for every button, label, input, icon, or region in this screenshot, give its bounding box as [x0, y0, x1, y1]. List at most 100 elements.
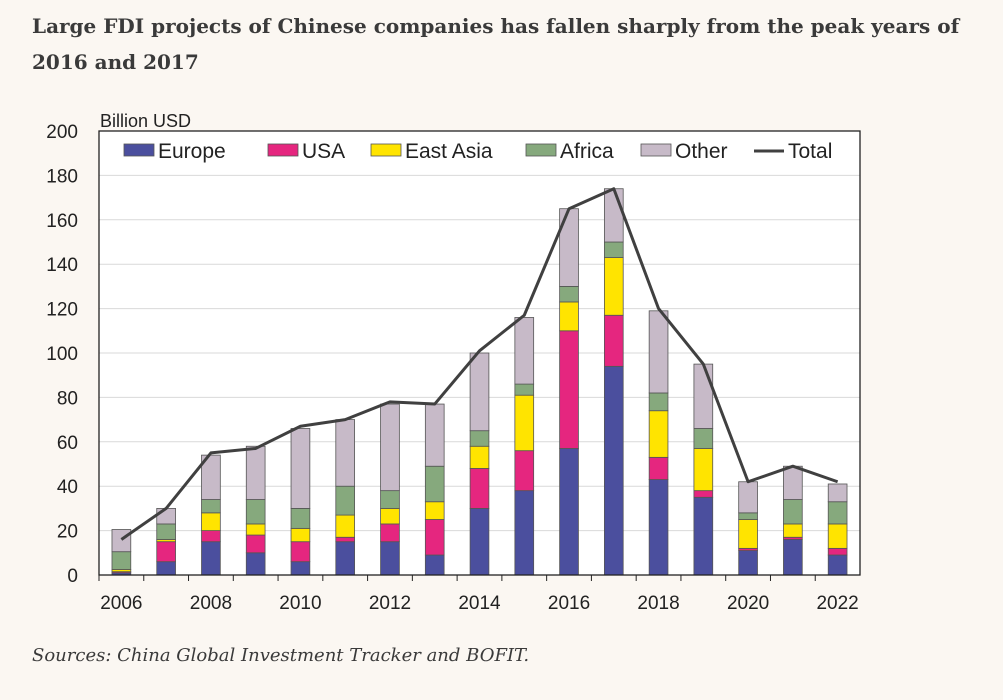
bar-segment-africa — [469, 430, 490, 447]
bar-segment-east-asia — [245, 523, 266, 536]
bar-segment-africa — [424, 465, 445, 503]
bar-segment-europe — [648, 479, 669, 576]
chart-title: Large FDI projects of Chinese companies … — [32, 14, 960, 74]
y-tick-label: 80 — [57, 388, 78, 409]
bar-segment-other — [827, 483, 848, 503]
bar-segment-europe — [380, 541, 400, 576]
bar-segment-usa — [603, 314, 624, 367]
bar-segment-africa — [245, 499, 266, 525]
bar-segment-usa — [290, 541, 311, 563]
bar-segment-europe — [559, 448, 579, 576]
y-tick-label: 200 — [46, 122, 78, 143]
total-line — [120, 187, 839, 541]
bar-segment-africa — [201, 499, 221, 514]
bar-segment-usa — [693, 490, 714, 498]
bar-segment-other — [111, 529, 132, 553]
bar-segment-usa — [335, 536, 356, 543]
axes: 0 20 40 60 80 100 120 140 160 180 200 2006 2008 2010 2… — [46, 111, 861, 614]
x-tick-label: 2006 — [100, 593, 142, 614]
y-tick-label: 60 — [57, 433, 78, 454]
bar-segment-africa — [559, 285, 579, 303]
bar-segment-usa — [469, 468, 490, 509]
bar-segment-europe — [469, 507, 490, 576]
legend-label: Africa — [560, 140, 614, 163]
bar-segment-africa — [156, 523, 176, 540]
bar-segment-other — [290, 428, 311, 509]
y-tick-label: 160 — [46, 211, 78, 232]
x-tick-label: 2010 — [279, 593, 321, 614]
bar-segment-africa — [380, 490, 400, 509]
legend-label: Total — [788, 140, 832, 163]
bar-segment-east-asia — [738, 519, 758, 549]
x-tick-label: 2016 — [548, 593, 590, 614]
source-note: Sources: China Global Investment Tracker… — [32, 645, 530, 666]
bar-segment-africa — [738, 512, 758, 520]
plot-frame — [98, 130, 861, 576]
bar-segment-europe — [201, 541, 221, 576]
bar-segment-africa — [111, 551, 132, 570]
bar-segment-usa — [380, 523, 400, 543]
bar-segment-africa — [783, 499, 803, 525]
bar-segment-europe — [424, 554, 445, 576]
bar-segment-other — [469, 352, 490, 432]
bar-segment-other — [424, 403, 445, 467]
x-tick-label: 2014 — [458, 593, 501, 614]
x-tick-label: 2020 — [727, 593, 769, 614]
bar-segment-usa — [514, 450, 535, 492]
bar-segment-europe — [783, 539, 803, 576]
bar-segment-europe — [603, 365, 624, 576]
bar-segment-europe — [335, 541, 356, 576]
bar-segment-east-asia — [783, 523, 803, 538]
bar-segment-east-asia — [603, 257, 624, 316]
bar-segment-europe — [290, 561, 311, 576]
bar-segment-usa — [201, 530, 221, 543]
bar-segment-east-asia — [559, 301, 579, 332]
bar-segment-east-asia — [424, 501, 445, 520]
bar-segment-east-asia — [290, 527, 311, 543]
bar-segment-other — [693, 363, 714, 429]
bar-segment-other — [156, 507, 176, 525]
bar-segment-africa — [648, 392, 669, 412]
y-tick-label: 0 — [67, 566, 78, 587]
legend-swatch — [640, 143, 672, 157]
bar-segment-other — [559, 208, 579, 287]
bar-segment-africa — [693, 428, 714, 449]
x-tick-label: 2008 — [190, 593, 232, 614]
bar-segment-usa — [156, 541, 176, 563]
y-tick-label: 120 — [46, 300, 78, 321]
unit-label: Billion USD — [100, 111, 191, 131]
total-line-layer — [120, 187, 839, 541]
bar-segment-usa — [648, 456, 669, 480]
legend-label: Europe — [158, 140, 226, 163]
bar-segment-europe — [738, 550, 758, 576]
y-tick-label: 100 — [46, 344, 78, 365]
bar-segment-usa — [559, 330, 579, 449]
bar-segment-east-asia — [201, 512, 221, 532]
legend-label: East Asia — [405, 140, 493, 163]
bar-segment-europe — [156, 561, 176, 576]
bar-segment-usa — [424, 519, 445, 556]
bar-segment-other — [514, 317, 535, 385]
bar-segment-east-asia — [514, 394, 535, 452]
bar-segment-africa — [290, 507, 311, 529]
bars — [111, 188, 848, 576]
bar-segment-east-asia — [380, 507, 400, 525]
bar-segment-europe — [245, 552, 266, 576]
bar-segment-other — [603, 188, 624, 243]
bar-segment-east-asia — [469, 445, 490, 469]
bar-segment-europe — [693, 496, 714, 576]
y-tick-label: 180 — [46, 166, 78, 187]
bar-segment-east-asia — [648, 410, 669, 458]
y-tick-label: 40 — [57, 477, 78, 498]
legend-swatch — [525, 143, 557, 157]
bar-segment-other — [783, 465, 803, 500]
x-tick-label: 2012 — [369, 593, 411, 614]
bar-segment-europe — [514, 490, 535, 576]
bar-segment-africa — [827, 501, 848, 525]
stacked-bar-chart: 0 20 40 60 80 100 120 140 160 180 200 2006 2008 2010 2… — [46, 111, 861, 614]
x-tick-label: 2022 — [816, 593, 858, 614]
bar-segment-africa — [603, 241, 624, 258]
bar-segment-east-asia — [335, 514, 356, 538]
legend: Europe USA East Asia Africa Other Total — [123, 140, 832, 163]
y-tick-label: 20 — [57, 522, 78, 543]
